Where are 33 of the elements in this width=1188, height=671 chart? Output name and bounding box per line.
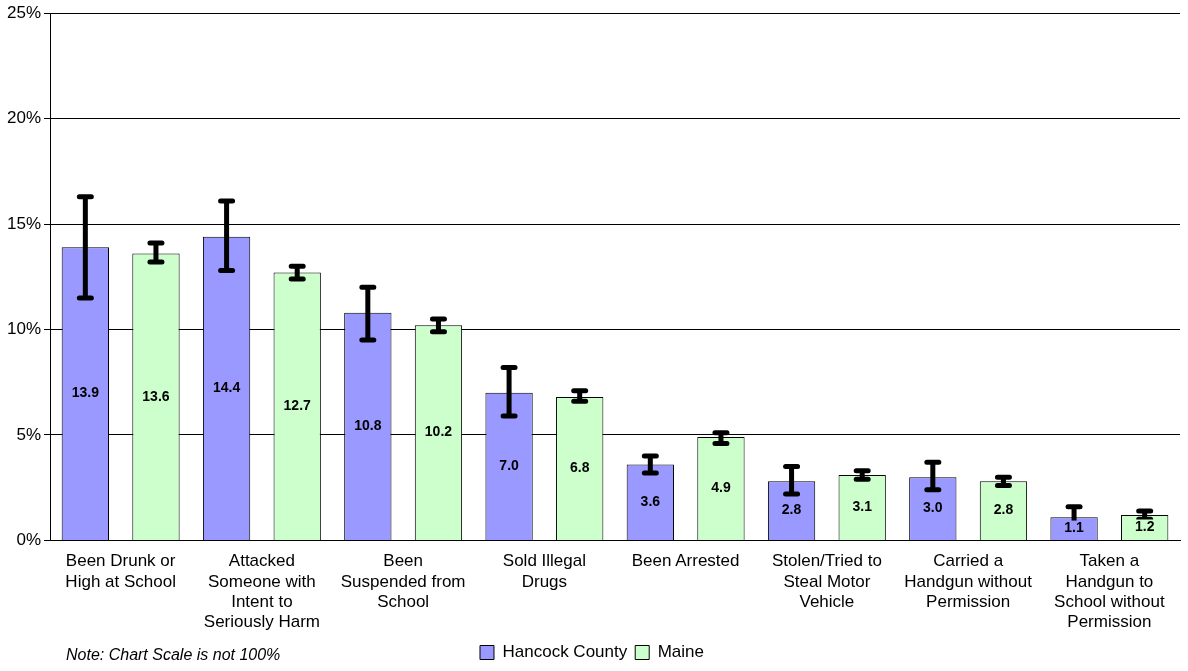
data-label: 1.1 [1064, 519, 1085, 536]
x-tick-label: Been Drunk or High at School [65, 551, 176, 591]
data-label: 14.4 [212, 379, 241, 396]
x-tick-label: Carried a Handgun without Permission [904, 551, 1033, 612]
x-tick-label: Stolen/Tried to Steal Motor Vehicle [771, 551, 882, 612]
legend-label: Maine [657, 642, 705, 662]
data-label: 3.6 [640, 493, 661, 510]
legend-label: Hancock County [502, 642, 628, 662]
data-label: 10.8 [354, 417, 382, 434]
data-label: 3.1 [852, 498, 873, 515]
data-label: 2.8 [993, 501, 1014, 518]
data-label: 1.2 [1134, 518, 1155, 535]
y-tick-label: 25% [6, 2, 42, 22]
data-label: 6.8 [569, 459, 590, 476]
data-label: 12.7 [283, 397, 312, 414]
y-tick-label: 15% [6, 213, 42, 233]
data-label: 13.6 [142, 387, 170, 404]
data-label: 7.0 [499, 457, 520, 474]
y-tick-label: 20% [6, 108, 42, 128]
y-tick-label: 0% [16, 530, 42, 550]
y-tick-label: 10% [6, 319, 42, 339]
text: Note: Chart Scale is not 100% [66, 646, 281, 664]
x-tick-label: Attacked Someone with Intent to Seriously Harm [203, 551, 320, 632]
x-tick-label: Been Suspended from School [340, 551, 466, 612]
x-tick-label: Been Arrested [631, 551, 740, 571]
data-label: 4.9 [711, 479, 731, 496]
data-label: 3.0 [923, 499, 943, 516]
data-label: 13.9 [71, 384, 100, 401]
x-tick-label: Sold Illegal Drugs [502, 551, 586, 591]
data-label: 2.8 [781, 501, 802, 518]
y-tick-label: 5% [16, 424, 42, 444]
x-tick-label: Taken a Handgun to School without Permission [1054, 551, 1165, 632]
data-label: 10.2 [424, 423, 453, 440]
